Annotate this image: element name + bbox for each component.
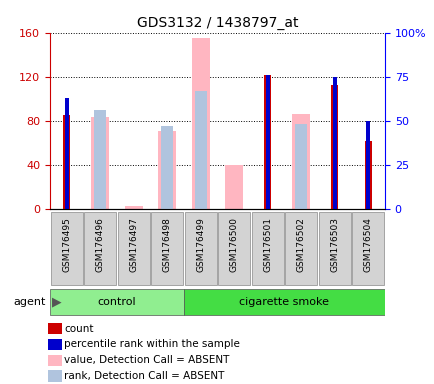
Bar [48, 354, 62, 366]
Text: GSM176498: GSM176498 [162, 217, 171, 272]
Text: count: count [64, 324, 94, 334]
Text: GSM176500: GSM176500 [229, 217, 238, 272]
Text: GSM176495: GSM176495 [62, 217, 71, 272]
Text: GSM176497: GSM176497 [129, 217, 138, 272]
Text: GSM176501: GSM176501 [263, 217, 272, 272]
Bar [161, 126, 173, 209]
Text: cigarette smoke: cigarette smoke [239, 297, 329, 308]
Text: GSM176502: GSM176502 [296, 217, 305, 272]
Text: GSM176504: GSM176504 [363, 217, 372, 272]
Bar [48, 339, 62, 350]
Bar [265, 75, 269, 209]
Text: GSM176499: GSM176499 [196, 217, 205, 272]
Text: GSM176503: GSM176503 [329, 217, 339, 272]
FancyBboxPatch shape [352, 212, 383, 285]
Text: percentile rank within the sample: percentile rank within the sample [64, 339, 240, 349]
Bar [158, 131, 176, 209]
Bar [124, 206, 143, 209]
Bar [94, 110, 106, 209]
FancyBboxPatch shape [151, 212, 183, 285]
Bar [291, 114, 310, 209]
Bar [263, 74, 271, 209]
Bar [295, 124, 306, 209]
Bar [63, 116, 70, 209]
Text: GSM176496: GSM176496 [95, 217, 105, 272]
Text: value, Detection Call = ABSENT: value, Detection Call = ABSENT [64, 355, 229, 365]
FancyBboxPatch shape [50, 290, 184, 315]
Text: control: control [98, 297, 136, 308]
Title: GDS3132 / 1438797_at: GDS3132 / 1438797_at [136, 16, 298, 30]
FancyBboxPatch shape [184, 290, 384, 315]
Text: agent: agent [13, 297, 46, 308]
Text: rank, Detection Call = ABSENT: rank, Detection Call = ABSENT [64, 371, 224, 381]
FancyBboxPatch shape [51, 212, 82, 285]
Bar [191, 38, 210, 209]
Bar [65, 98, 69, 209]
FancyBboxPatch shape [251, 212, 283, 285]
FancyBboxPatch shape [118, 212, 149, 285]
Bar [194, 91, 206, 209]
FancyBboxPatch shape [218, 212, 250, 285]
Bar [330, 84, 338, 209]
FancyBboxPatch shape [184, 212, 216, 285]
Bar [365, 121, 369, 209]
Bar [332, 77, 336, 209]
Text: ▶: ▶ [52, 296, 62, 309]
FancyBboxPatch shape [84, 212, 116, 285]
Bar [91, 117, 109, 209]
Bar [48, 323, 62, 334]
FancyBboxPatch shape [318, 212, 350, 285]
Bar [364, 141, 371, 209]
Bar [48, 371, 62, 382]
Bar [224, 165, 243, 209]
FancyBboxPatch shape [285, 212, 316, 285]
